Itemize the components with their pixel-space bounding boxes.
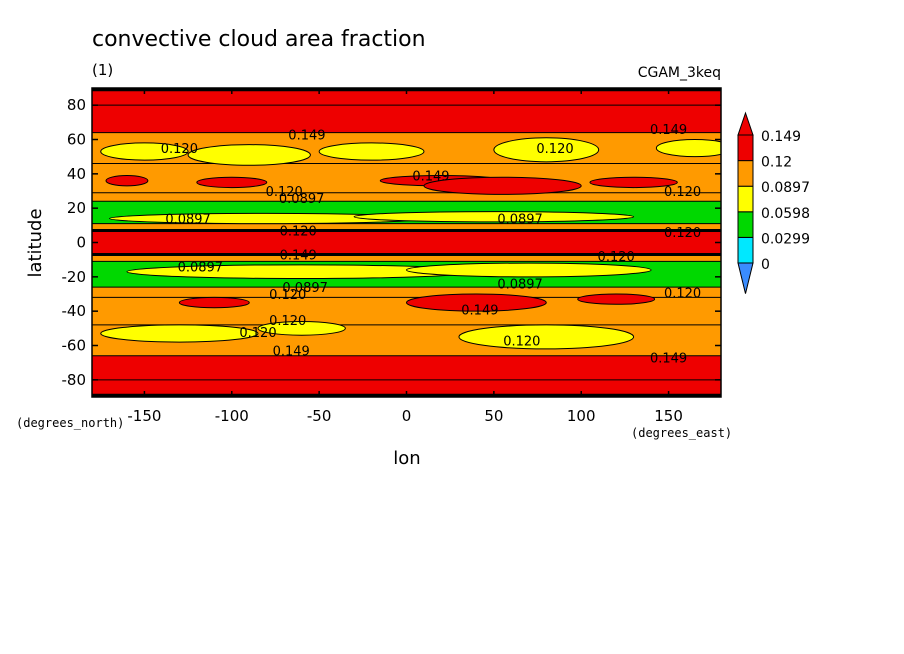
contour-region: [423, 176, 582, 195]
contour-label: 0.120: [266, 185, 303, 200]
x-axis-label: lon: [393, 448, 420, 469]
contour-label: 0.120: [664, 226, 701, 241]
lat-band: [92, 254, 721, 262]
contour-label: 0.149: [288, 128, 325, 143]
colorbar-label: 0.0897: [761, 180, 810, 196]
colorbar-swatch: [737, 134, 754, 162]
y-tick-label: -20: [62, 268, 87, 286]
contour-label: 0.120: [239, 326, 276, 341]
y-tick-label: 80: [67, 96, 86, 114]
contour-label: 0.149: [273, 345, 310, 360]
chart-title: convective cloud area fraction: [92, 27, 426, 52]
contour-region: [655, 139, 721, 158]
contour-region: [577, 293, 656, 305]
x-tick-label: -150: [127, 407, 161, 425]
y-tick-label: 60: [67, 131, 86, 149]
lat-band: [92, 88, 721, 106]
contour-label: 0.120: [269, 314, 306, 329]
y-tick-label: 20: [67, 199, 86, 217]
run-label: CGAM_3keq: [638, 65, 721, 81]
contour-region: [493, 137, 600, 163]
contour-region: [406, 262, 652, 278]
contour-label: 0.120: [664, 185, 701, 200]
contour-label: 0.0897: [165, 212, 211, 227]
lat-band: [92, 105, 721, 133]
contour-region: [100, 324, 259, 343]
contour-label: 0.0897: [178, 261, 224, 276]
contour-label: 0.149: [461, 303, 498, 318]
colorbar-swatch: [737, 185, 754, 213]
contour-label: 0.120: [161, 142, 198, 157]
lat-band: [92, 192, 721, 202]
x-axis: -150 -100 -50 0 50 100 150: [127, 88, 683, 425]
contour-region: [353, 211, 635, 223]
colorbar-label: 0.0299: [761, 231, 810, 247]
y-tick-label: 40: [67, 165, 86, 183]
contour-label: 0.120: [598, 250, 635, 265]
contour-label: 0.0897: [497, 212, 543, 227]
x-tick-label: -50: [307, 407, 332, 425]
lat-band: [92, 355, 721, 380]
colorbar-swatch: [737, 211, 754, 238]
colorbar: 0 0.0299 0.0598 0.0897 0.12 0.149: [737, 111, 810, 294]
colorbar-extend-high: [737, 111, 754, 136]
contour-label: 0.0897: [497, 278, 543, 293]
colorbar-swatch: [737, 236, 754, 264]
blob-layer: [100, 137, 721, 350]
contour-label: 0.149: [280, 249, 317, 264]
contour-label: 0.149: [650, 123, 687, 138]
x-units-label: (degrees_east): [631, 426, 732, 440]
band-layer: [92, 88, 721, 397]
contour-label: 0.0897: [282, 281, 328, 296]
lat-band: [92, 223, 721, 231]
colorbar-label: 0.149: [761, 129, 801, 145]
lat-band: [92, 287, 721, 298]
y-units-label: (degrees_north): [16, 416, 124, 430]
contour-label: 0.149: [650, 352, 687, 367]
contour-label: 0.120: [503, 334, 540, 349]
contour-label: 0.120: [536, 142, 573, 157]
contour-region: [458, 324, 635, 350]
chart-subtitle: (1): [92, 61, 113, 79]
lat-band: [92, 230, 721, 255]
colorbar-label: 0.12: [761, 155, 792, 171]
contour-region: [100, 142, 189, 161]
contour-region: [105, 175, 149, 187]
contour-label: 0.149: [412, 170, 449, 185]
contour-region: [187, 144, 311, 166]
y-tick-label: 0: [76, 234, 86, 252]
contour-region: [196, 176, 268, 189]
x-tick-label: -100: [215, 407, 249, 425]
contour-region: [589, 176, 678, 189]
contour-region: [406, 293, 547, 312]
lat-band: [92, 379, 721, 397]
contour-region: [318, 142, 425, 161]
contour-label: 0.120: [269, 288, 306, 303]
y-axis: -80 -60 -40 -20 0 20 40 60 80: [62, 96, 721, 389]
contour-region: [178, 296, 250, 309]
colorbar-label: 0.0598: [761, 206, 810, 222]
x-tick-label: 150: [654, 407, 683, 425]
y-axis-label: latitude: [25, 208, 46, 277]
x-tick-label: 50: [484, 407, 503, 425]
x-tick-label: 100: [567, 407, 596, 425]
y-tick-label: -60: [62, 337, 87, 355]
colorbar-extend-low: [737, 262, 754, 294]
x-tick-label: 0: [402, 407, 412, 425]
contour-label: 0.0897: [279, 192, 325, 207]
colorbar-swatch: [737, 160, 754, 187]
contour-label: 0.120: [664, 286, 701, 301]
contour-region: [257, 320, 346, 336]
y-tick-label: -80: [62, 371, 87, 389]
y-tick-label: -40: [62, 302, 87, 320]
contour-label: 0.120: [280, 224, 317, 239]
colorbar-label: 0: [761, 257, 770, 273]
